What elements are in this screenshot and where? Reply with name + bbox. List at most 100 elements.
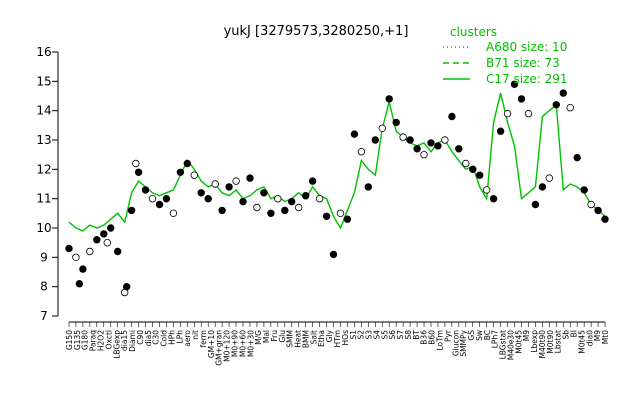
x-tick-label: Heat [294, 330, 303, 348]
data-point [295, 203, 303, 212]
y-tick-label: 11 [36, 192, 51, 206]
legend-entry: C17 size: 291 [486, 72, 568, 86]
data-point [239, 197, 247, 206]
y-tick-label: 7 [40, 309, 48, 323]
x-tick-label: H2O2 [96, 330, 105, 351]
data-point [496, 127, 505, 135]
data-point [385, 95, 393, 103]
data-point [315, 194, 324, 203]
data-point [413, 145, 421, 153]
data-point [378, 124, 386, 132]
data-point [538, 183, 547, 191]
data-point [399, 133, 407, 141]
data-point [302, 191, 310, 200]
x-tick-label: SMMPy [459, 329, 468, 356]
data-point [462, 159, 470, 168]
x-tick-label: Pyr [443, 329, 452, 342]
x-tick-label: S2 [357, 330, 366, 340]
y-tick-label: 15 [36, 74, 51, 88]
data-point [183, 159, 191, 168]
data-point [601, 215, 609, 223]
data-point [420, 150, 428, 159]
x-tick-label: S3 [365, 330, 374, 340]
x-tick-label: M0t45 [577, 330, 586, 354]
data-point [350, 130, 359, 138]
data-point [79, 265, 87, 273]
y-tick-label: 12 [36, 162, 51, 176]
legend-entry: B71 size: 73 [486, 56, 560, 70]
x-tick-label: aero [183, 330, 192, 347]
data-point [103, 238, 111, 247]
data-point [476, 171, 484, 179]
x-tick-label: GM+10 [207, 330, 216, 358]
data-point [531, 200, 540, 209]
y-tick-label: 8 [40, 280, 48, 294]
x-tick-label: B36 [420, 330, 429, 345]
data-point [267, 209, 275, 217]
chart-axes: 7 8 9 10 11 12 13 14 15 16 [36, 45, 606, 327]
x-tick-label: S6 [388, 330, 397, 340]
x-tick-label: GS [467, 330, 476, 341]
x-tick-label: LBGstat [499, 330, 508, 359]
chart-title: yukJ [3279573,3280250,+1] [224, 24, 409, 39]
data-point [371, 136, 379, 144]
legend: clusters A680 size: 10 B71 size: 73 C17 si… [443, 25, 568, 86]
x-tick-label: M/G [254, 330, 263, 345]
data-point [93, 235, 101, 244]
x-tick-label: Gly [325, 329, 334, 342]
x-tick-label: Glucon [451, 330, 460, 356]
data-point [566, 103, 574, 112]
data-point [364, 183, 372, 191]
x-tick-label: M0+60 [238, 330, 247, 357]
y-tick-label: 10 [36, 221, 51, 235]
data-point [162, 194, 171, 203]
data-point [503, 109, 512, 118]
x-tick-label: Lbstat [554, 330, 563, 353]
data-point [169, 209, 178, 217]
x-tick-label: Paraq [89, 330, 98, 351]
x-tick-label: M40e30 [506, 330, 515, 360]
x-tick-label: S8 [404, 330, 413, 340]
data-point [336, 209, 345, 217]
data-point [427, 139, 435, 147]
data-point [141, 186, 150, 194]
data-point [72, 253, 80, 261]
x-tick-label: HTm [333, 330, 342, 348]
data-point [580, 186, 588, 194]
data-point [469, 165, 477, 173]
x-tick-label: B60 [428, 330, 437, 345]
y-tick-label: 9 [40, 250, 48, 264]
data-point [246, 174, 254, 182]
data-point [489, 194, 498, 203]
data-point [559, 89, 567, 97]
y-tick-label: 13 [36, 133, 51, 147]
x-tick-label: LBGexp [112, 330, 121, 359]
data-point [545, 174, 553, 182]
data-point [406, 136, 414, 144]
data-point [134, 168, 143, 176]
x-tick-label: C90 [136, 330, 145, 345]
x-tick-label: G180 [81, 330, 90, 350]
data-point [260, 189, 268, 197]
x-tick-label: BT [412, 330, 421, 340]
x-tick-label: M0+90 [231, 330, 240, 357]
data-point [594, 206, 602, 215]
x-tick-label: SMM [286, 330, 295, 348]
x-tick-label: nit [191, 330, 200, 340]
x-tick-label: M40t90 [538, 330, 547, 359]
x-tick-label: HPh [167, 330, 176, 345]
x-tick-label: BI [570, 330, 579, 337]
data-point [75, 280, 84, 288]
data-point [441, 136, 449, 144]
data-point [308, 177, 317, 185]
x-tick-label: dia0 [585, 330, 594, 346]
data-point [343, 215, 352, 223]
x-tick-label: M0t45 [514, 330, 523, 354]
data-points [65, 80, 609, 297]
data-point [392, 118, 400, 127]
x-tick-label: M9 [522, 330, 531, 341]
data-point [197, 189, 205, 197]
data-point [148, 194, 157, 203]
y-tick-label: 16 [36, 45, 51, 59]
